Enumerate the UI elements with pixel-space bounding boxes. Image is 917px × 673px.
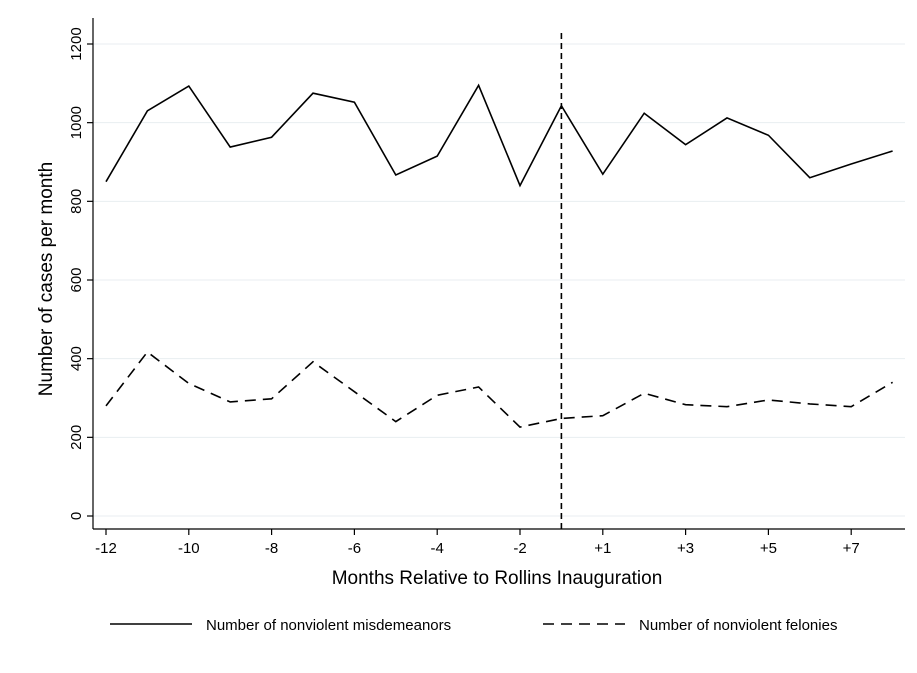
gridlines <box>93 43 905 517</box>
x-tick-label--2: -2 <box>513 540 526 557</box>
x-tick-label--4: -4 <box>431 540 444 557</box>
x-tick-label-+5: +5 <box>760 540 777 557</box>
y-axis-title: Number of cases per month <box>36 162 57 396</box>
y-tick-label-1200: 1200 <box>68 27 85 60</box>
x-axis-title: Months Relative to Rollins Inauguration <box>332 568 663 589</box>
axes <box>87 18 905 535</box>
tick-labels: 0 200 400 600 800 1000 1200 -12 -10 -8 -6 -4 -2 +1 +3 +… <box>68 27 860 557</box>
x-tick-label--8: -8 <box>265 540 278 557</box>
y-tick-label-200: 200 <box>68 425 85 450</box>
series-line-misdemeanors <box>105 83 893 188</box>
series-layer <box>105 83 894 428</box>
legend: Number of nonviolent misdemeanors Number… <box>110 617 837 634</box>
x-tick-label--10: -10 <box>178 540 200 557</box>
x-tick-label-+7: +7 <box>843 540 860 557</box>
x-tick-label--12: -12 <box>95 540 117 557</box>
series-line-felonies <box>105 350 894 428</box>
x-tick-label-+3: +3 <box>677 540 694 557</box>
y-tick-label-400: 400 <box>68 346 85 371</box>
x-tick-label--6: -6 <box>348 540 361 557</box>
x-tick-label-+1: +1 <box>594 540 611 557</box>
y-tick-label-800: 800 <box>68 189 85 214</box>
y-tick-label-600: 600 <box>68 267 85 292</box>
y-tick-label-1000: 1000 <box>68 106 85 139</box>
legend-label-felonies: Number of nonviolent felonies <box>639 617 837 634</box>
legend-label-misdemeanors: Number of nonviolent misdemeanors <box>206 617 451 634</box>
y-tick-label-0: 0 <box>68 512 85 520</box>
